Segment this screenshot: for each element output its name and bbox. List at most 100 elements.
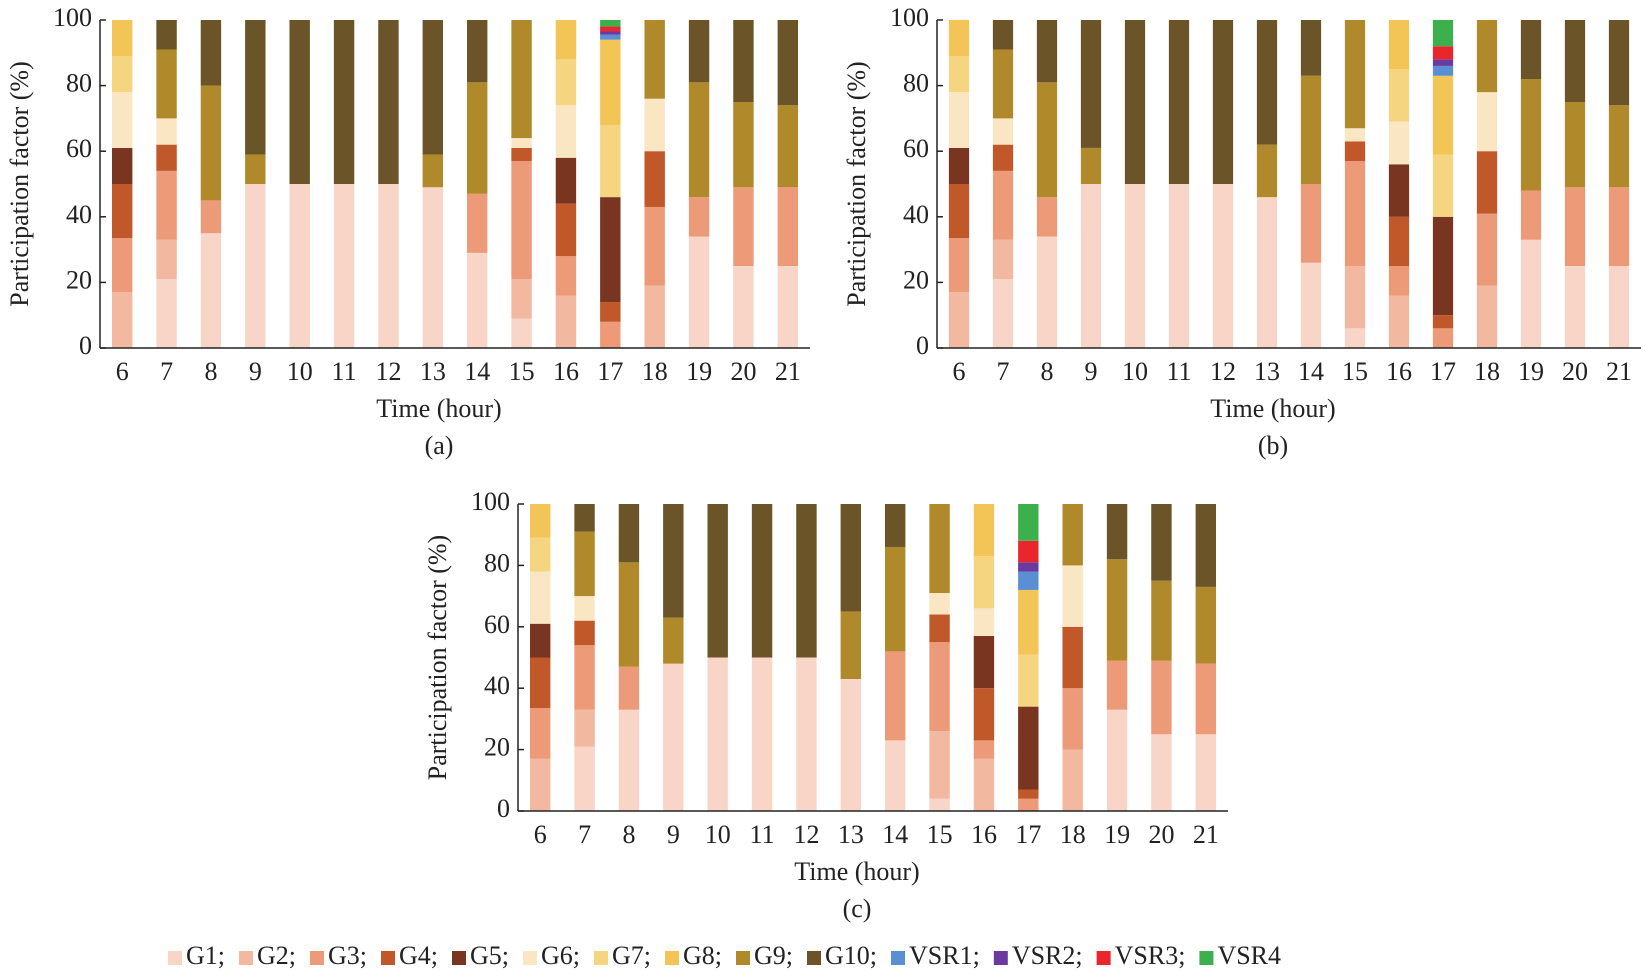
x-tick-label: 13 bbox=[420, 357, 446, 386]
legend-label: G8; bbox=[683, 941, 722, 970]
x-tick-label: 21 bbox=[775, 357, 801, 386]
bar-segment bbox=[1151, 734, 1172, 811]
bar-segment bbox=[1564, 187, 1586, 266]
bar-segment bbox=[1344, 128, 1366, 142]
x-tick-label: 12 bbox=[375, 357, 401, 386]
x-tick-label: 9 bbox=[1085, 357, 1098, 386]
bar-segment bbox=[1608, 187, 1630, 266]
bar-segment bbox=[1388, 20, 1410, 70]
bar-segment bbox=[333, 20, 355, 184]
bar-segment bbox=[111, 147, 133, 184]
y-tick-label: 40 bbox=[484, 671, 510, 700]
y-tick-label: 60 bbox=[903, 134, 929, 163]
y-tick-label: 20 bbox=[66, 265, 92, 294]
bar-segment bbox=[618, 709, 640, 811]
bar-segment bbox=[111, 92, 133, 148]
bar-segment bbox=[1520, 79, 1542, 191]
bar-segment bbox=[733, 102, 754, 188]
bar-segment bbox=[1036, 197, 1058, 237]
bar-segment bbox=[644, 206, 665, 286]
x-tick-label: 11 bbox=[1166, 357, 1191, 386]
x-tick-label: 20 bbox=[730, 357, 756, 386]
y-axis-label: Participation factor (%) bbox=[842, 61, 871, 306]
bar-segment bbox=[973, 636, 995, 689]
bar-segment bbox=[1062, 626, 1083, 689]
x-tick-label: 12 bbox=[793, 820, 819, 849]
bar-segment bbox=[1432, 65, 1454, 76]
bar-segment bbox=[245, 154, 266, 184]
y-axis-label: Participation factor (%) bbox=[423, 535, 452, 780]
bar-segment bbox=[1476, 92, 1498, 152]
bar-segment bbox=[511, 161, 532, 280]
bar-segment bbox=[1300, 184, 1322, 263]
bar-segment bbox=[529, 657, 551, 709]
bar-segment bbox=[707, 657, 728, 811]
bar-segment bbox=[1432, 328, 1454, 348]
y-tick-label: 20 bbox=[903, 265, 929, 294]
bar-segment bbox=[688, 82, 710, 198]
x-tick-label: 21 bbox=[1193, 820, 1219, 849]
bar-segment bbox=[1256, 20, 1278, 145]
bar-segment bbox=[1018, 562, 1039, 572]
x-tick-label: 14 bbox=[1298, 357, 1324, 386]
bar-segment bbox=[600, 197, 621, 303]
bar-segment bbox=[422, 154, 444, 188]
bar-segment bbox=[992, 144, 1014, 171]
bar-segment bbox=[111, 56, 133, 93]
x-tick-label: 15 bbox=[1342, 357, 1368, 386]
bar-segment bbox=[1018, 504, 1039, 541]
bar-segment bbox=[1212, 20, 1234, 184]
bar-segment bbox=[1608, 20, 1630, 106]
legend-swatch bbox=[381, 951, 395, 965]
bar-segment bbox=[1476, 213, 1498, 286]
x-tick-label: 8 bbox=[204, 357, 217, 386]
bar-segment bbox=[574, 531, 595, 597]
bar-segment bbox=[1195, 734, 1217, 811]
bar-segment bbox=[200, 233, 222, 348]
bar-segment bbox=[1520, 239, 1542, 348]
x-tick-label: 16 bbox=[1386, 357, 1412, 386]
bar-segment bbox=[555, 157, 577, 204]
bar-segment bbox=[929, 504, 950, 594]
legend-label: G1; bbox=[186, 941, 225, 970]
legend-label: G10; bbox=[825, 941, 877, 970]
x-tick-label: 15 bbox=[509, 357, 535, 386]
bar-segment bbox=[555, 105, 577, 158]
bar-segment bbox=[1476, 151, 1498, 214]
bar-segment bbox=[1432, 75, 1454, 155]
bar-segment bbox=[1608, 266, 1630, 348]
bar-segment bbox=[378, 184, 399, 348]
bar-segment bbox=[1018, 789, 1039, 799]
bar-segment bbox=[884, 504, 906, 547]
bar-segment bbox=[1388, 266, 1410, 296]
bar-segment bbox=[200, 85, 222, 201]
bar-segment bbox=[1036, 20, 1058, 83]
x-tick-label: 11 bbox=[332, 357, 357, 386]
bar-segment bbox=[1036, 82, 1058, 198]
bar-segment bbox=[1564, 20, 1586, 102]
x-tick-label: 14 bbox=[464, 357, 490, 386]
x-tick-label: 18 bbox=[1060, 820, 1086, 849]
legend-swatch bbox=[807, 951, 821, 965]
bar-segment bbox=[1106, 559, 1128, 661]
bar-segment bbox=[796, 657, 817, 811]
bar-segment bbox=[511, 318, 532, 348]
bar-segment bbox=[1256, 197, 1278, 348]
x-tick-label: 7 bbox=[160, 357, 173, 386]
bar-segment bbox=[529, 758, 551, 811]
bar-segment bbox=[777, 105, 799, 188]
bar-segment bbox=[663, 504, 684, 618]
x-axis-label: Time (hour) bbox=[1210, 394, 1335, 423]
bar-segment bbox=[466, 82, 488, 194]
legend-swatch bbox=[168, 951, 182, 965]
bar-segment bbox=[948, 238, 970, 293]
bar-segment bbox=[1195, 504, 1217, 587]
bar-segment bbox=[1062, 565, 1083, 627]
bar-segment bbox=[555, 203, 577, 257]
legend-label: VSR2; bbox=[1012, 941, 1083, 970]
bar-segment bbox=[992, 118, 1014, 145]
bar-segment bbox=[1151, 504, 1172, 581]
bar-segment bbox=[644, 20, 665, 99]
bar-segment bbox=[1062, 504, 1083, 566]
bar-segment bbox=[1344, 161, 1366, 266]
